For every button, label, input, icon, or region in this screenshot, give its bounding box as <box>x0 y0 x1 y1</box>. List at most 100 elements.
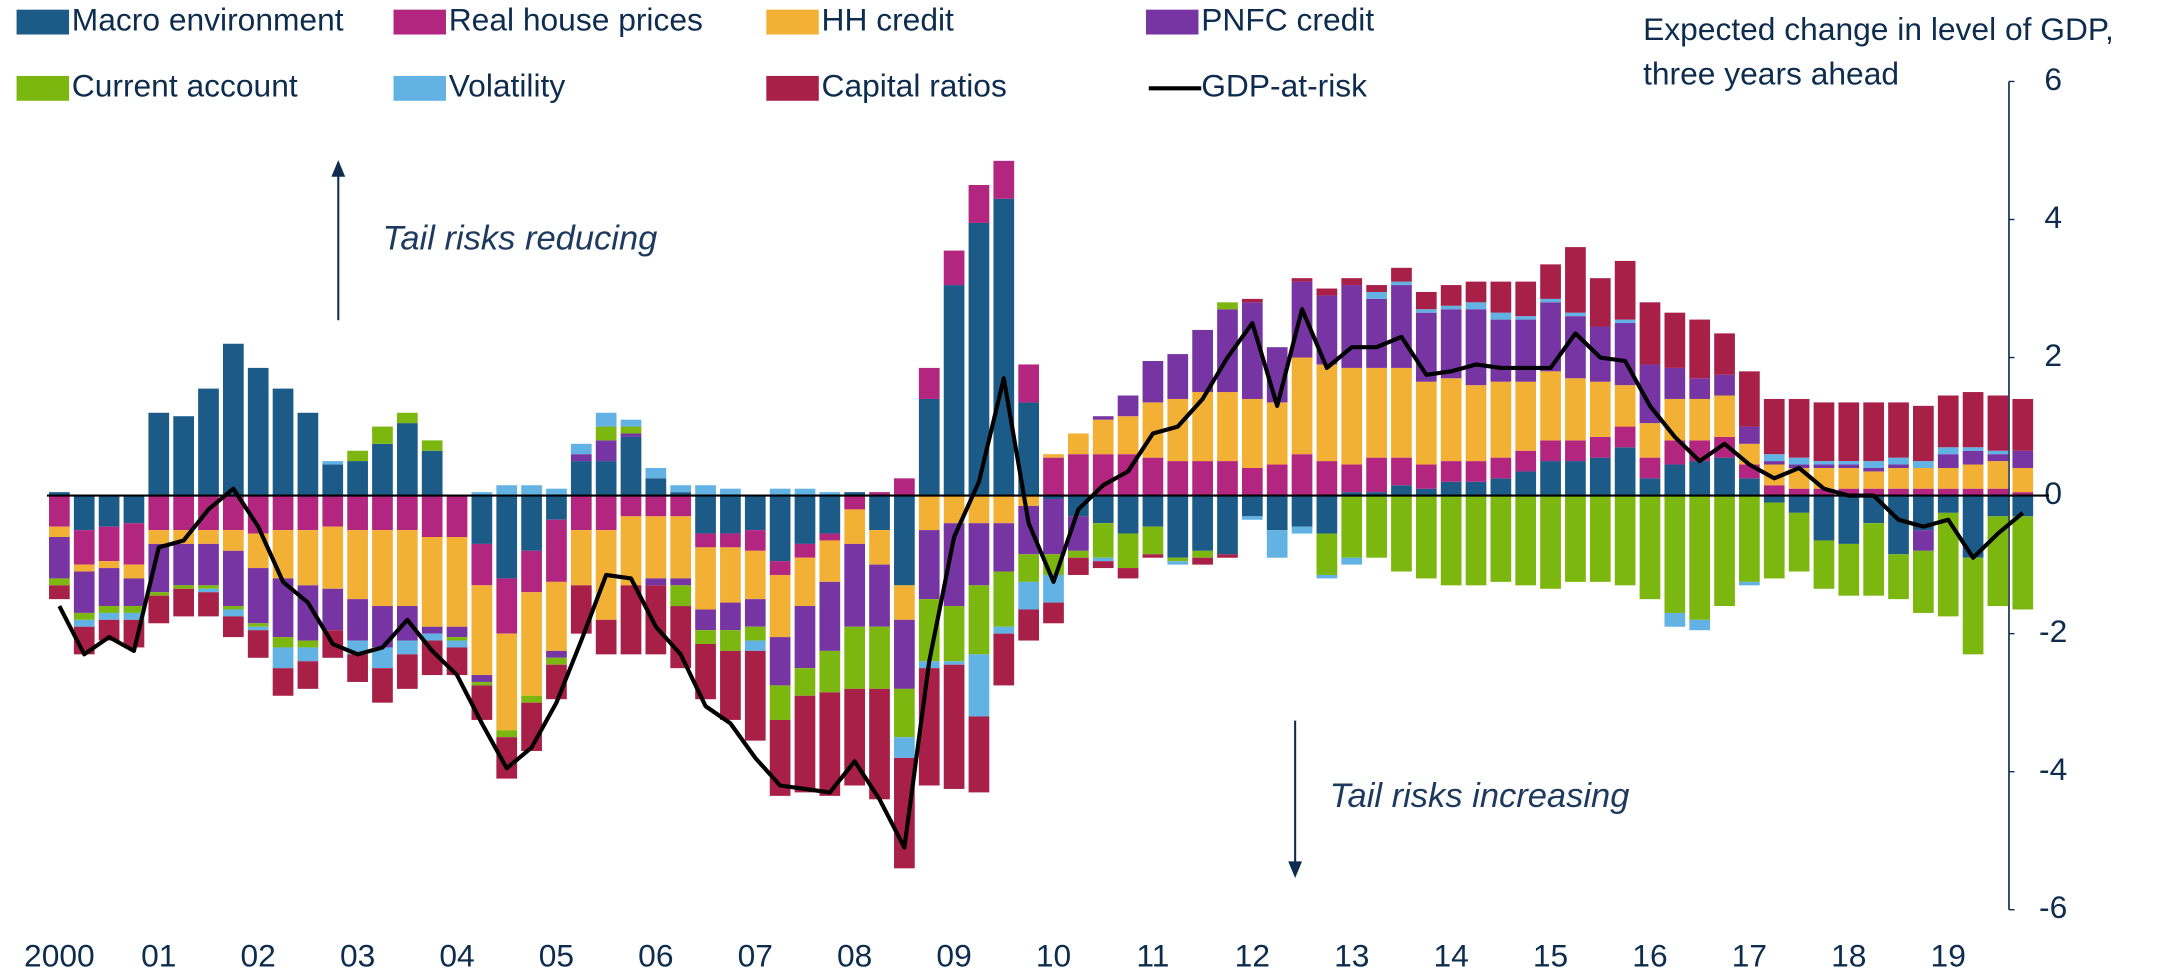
bar-segment <box>1913 461 1934 468</box>
bar-segment <box>1614 260 1636 320</box>
bar-segment <box>1987 488 2009 496</box>
bar-segment <box>1440 378 1462 462</box>
bar-segment <box>2012 450 2034 468</box>
bar-segment <box>819 533 841 541</box>
bar-segment <box>1714 333 1735 375</box>
bar-segment <box>993 198 1015 496</box>
y-tick-label: -2 <box>2039 613 2067 649</box>
bar-segment <box>73 495 95 531</box>
bar-segment <box>894 478 915 496</box>
bar-segment <box>744 650 766 741</box>
bar-segment <box>645 467 667 479</box>
bar-segment <box>744 599 766 627</box>
bar-segment <box>1714 436 1735 458</box>
bar-segment <box>1167 557 1189 562</box>
x-tick-label: 14 <box>1433 937 1468 973</box>
bar-segment <box>1565 312 1586 317</box>
bar-segment <box>595 495 617 531</box>
bar-segment <box>1192 329 1213 393</box>
bar-segment <box>1391 495 1412 572</box>
bar-segment <box>1788 512 1810 572</box>
bar-segment <box>1664 612 1686 627</box>
bar-segment <box>322 464 344 496</box>
bar-segment <box>396 640 418 655</box>
bar-segment <box>1540 302 1561 372</box>
bar-segment <box>1888 488 1909 496</box>
bar-segment <box>769 574 791 638</box>
bar-segment <box>1962 488 1984 496</box>
bar-segment <box>943 523 965 607</box>
bar-segment <box>421 626 443 634</box>
bar-segment <box>347 530 368 600</box>
bar-segment <box>1266 402 1288 465</box>
bar-segment <box>744 495 766 531</box>
bar-segment <box>844 509 866 544</box>
bar-segment <box>496 485 518 496</box>
bar-segment <box>1589 436 1611 458</box>
bar-segment <box>769 685 791 720</box>
bar-segment <box>1043 457 1064 496</box>
bar-segment <box>372 443 393 496</box>
bar-segment <box>372 426 393 444</box>
bar-segment <box>396 530 418 607</box>
bar-segment <box>247 623 269 627</box>
bar-segment <box>247 626 269 631</box>
bar-segment <box>1341 492 1363 496</box>
y-tick-label: 2 <box>2044 337 2062 373</box>
bar-segment <box>73 564 95 572</box>
bar-segment <box>297 412 319 496</box>
x-tick-label: 13 <box>1334 937 1369 973</box>
x-tick-label: 03 <box>340 937 375 973</box>
bar-segment <box>1391 281 1412 286</box>
bar-segment <box>1962 495 1984 558</box>
bar-segment <box>993 523 1015 572</box>
bar-segment <box>421 640 443 676</box>
bar-segment <box>49 526 70 538</box>
bar-segment <box>1565 461 1586 496</box>
bar-segment <box>1415 488 1437 496</box>
y-tick-label: -6 <box>2039 889 2067 925</box>
bar-segment <box>943 250 965 286</box>
bar-segment <box>1838 488 1860 496</box>
bar-segment <box>1217 309 1238 393</box>
bar-segment <box>1142 526 1164 555</box>
bar-segment <box>123 612 145 620</box>
bar-segment <box>1589 278 1611 327</box>
bar-segment <box>496 730 518 738</box>
bar-segment <box>521 695 542 703</box>
bar-segment <box>968 495 990 524</box>
bar-segment <box>247 630 269 658</box>
bar-segment <box>1515 450 1537 472</box>
bar-segment <box>1565 316 1586 379</box>
bar-segment <box>247 367 269 496</box>
bar-segment <box>1540 495 1561 589</box>
bar-segment <box>1689 495 1711 620</box>
bar-segment <box>1937 495 1959 513</box>
bar-segment <box>496 633 518 731</box>
bar-segment <box>1589 495 1611 582</box>
bar-segment <box>1341 464 1363 493</box>
gdp-line <box>57 307 2025 850</box>
bar-segment <box>1813 488 1835 496</box>
bar-segment <box>1291 495 1313 527</box>
bar-segment <box>1291 357 1313 455</box>
bar-segment <box>1689 319 1711 379</box>
legend-swatch <box>16 75 70 101</box>
bar-segment <box>1664 495 1686 613</box>
bar-segment <box>98 606 120 613</box>
bar-segment <box>2012 495 2034 517</box>
bar-segment <box>1962 464 1984 489</box>
bar-segment <box>1018 505 1040 555</box>
bar-segment <box>2012 467 2034 493</box>
bar-segment <box>1962 392 1984 448</box>
bar-segment <box>1391 457 1412 486</box>
bar-segment <box>198 585 219 589</box>
bar-segment <box>471 681 493 686</box>
bar-segment <box>1987 454 2009 462</box>
bar-segment <box>918 530 940 600</box>
bar-segment <box>372 668 393 703</box>
bar-segment <box>943 285 965 496</box>
bar-segment <box>198 388 219 496</box>
bar-segment <box>819 692 841 796</box>
bar-segment <box>73 571 95 613</box>
